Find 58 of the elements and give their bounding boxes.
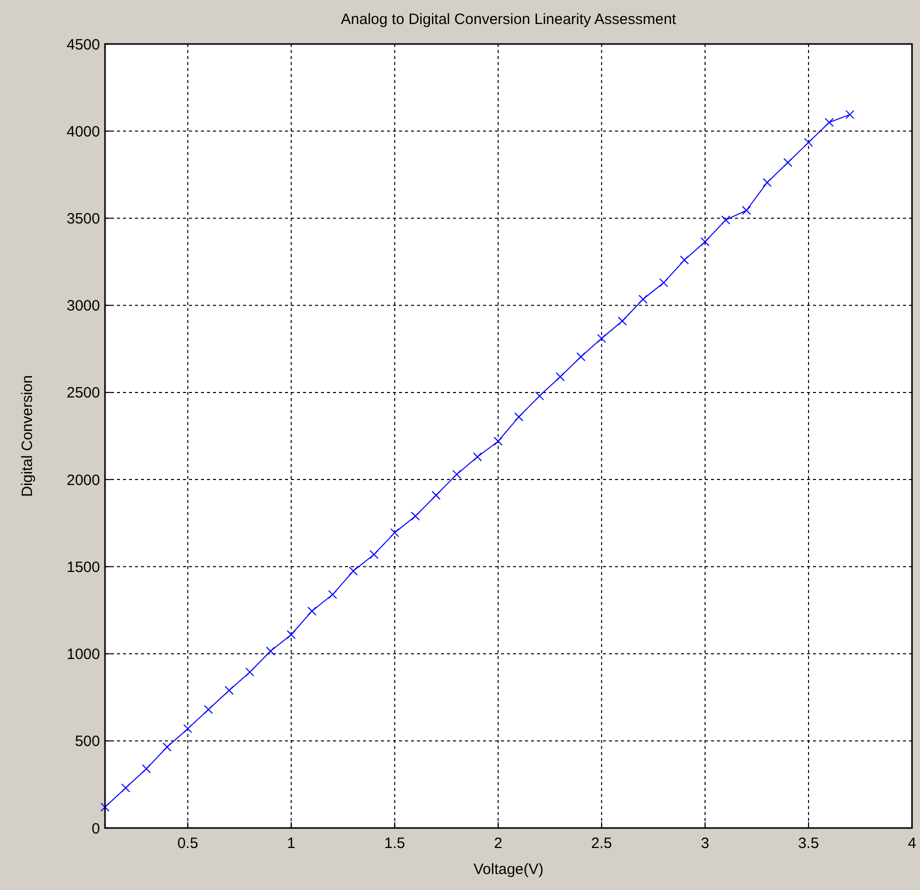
y-tick-label: 2000 (66, 472, 100, 489)
x-tick-label: 1 (287, 835, 296, 852)
x-tick-label: 4 (908, 835, 916, 852)
point (576, 352, 586, 362)
x-tick-label: 2.5 (591, 835, 612, 852)
point (432, 490, 441, 500)
point (721, 215, 730, 224)
point (370, 550, 378, 559)
point (514, 412, 524, 422)
point (410, 512, 420, 521)
x-axis-title: Voltage(V) (473, 861, 544, 878)
point (618, 316, 627, 326)
point (824, 118, 834, 127)
point (472, 452, 482, 462)
point (224, 686, 234, 695)
x-tick-label: 2 (494, 835, 502, 852)
point (494, 436, 503, 446)
point (100, 802, 110, 812)
point (286, 630, 296, 640)
y-tick-label: 0 (92, 820, 100, 838)
point (307, 606, 316, 616)
point (204, 705, 213, 714)
x-tick-label: 3.5 (798, 835, 819, 852)
y-axis-title: Digital Conversion (19, 375, 36, 497)
point (659, 278, 668, 288)
point (142, 764, 151, 774)
x-tick-label: 0.5 (177, 835, 198, 852)
point (183, 724, 192, 734)
point (783, 158, 792, 167)
y-tick-label: 3000 (66, 298, 100, 315)
point (535, 391, 544, 400)
point (680, 256, 689, 265)
y-tick-label: 4500 (66, 36, 100, 54)
y-tick-label: 1000 (66, 646, 100, 664)
y-tick-label: 2500 (66, 384, 100, 402)
point (638, 294, 648, 304)
point (390, 528, 400, 538)
point (597, 334, 606, 343)
point (742, 206, 751, 215)
y-tick-label: 500 (74, 733, 100, 750)
point (162, 742, 172, 752)
point (452, 470, 462, 479)
point (348, 566, 358, 576)
chart-title: Analog to Digital Conversion Linearity Assessment (340, 11, 677, 28)
x-tick-label: 1.5 (384, 835, 406, 852)
point (845, 110, 854, 120)
y-tick-label: 3500 (66, 210, 100, 228)
point (328, 590, 338, 600)
point (121, 783, 130, 792)
point (266, 646, 276, 656)
x-tick-label: 3 (700, 835, 710, 852)
point (804, 138, 814, 147)
y-tick-label: 1500 (66, 558, 100, 576)
point (245, 668, 254, 677)
y-tick-label: 4000 (66, 123, 100, 140)
point (700, 237, 710, 246)
point (556, 372, 565, 382)
point (762, 178, 772, 188)
